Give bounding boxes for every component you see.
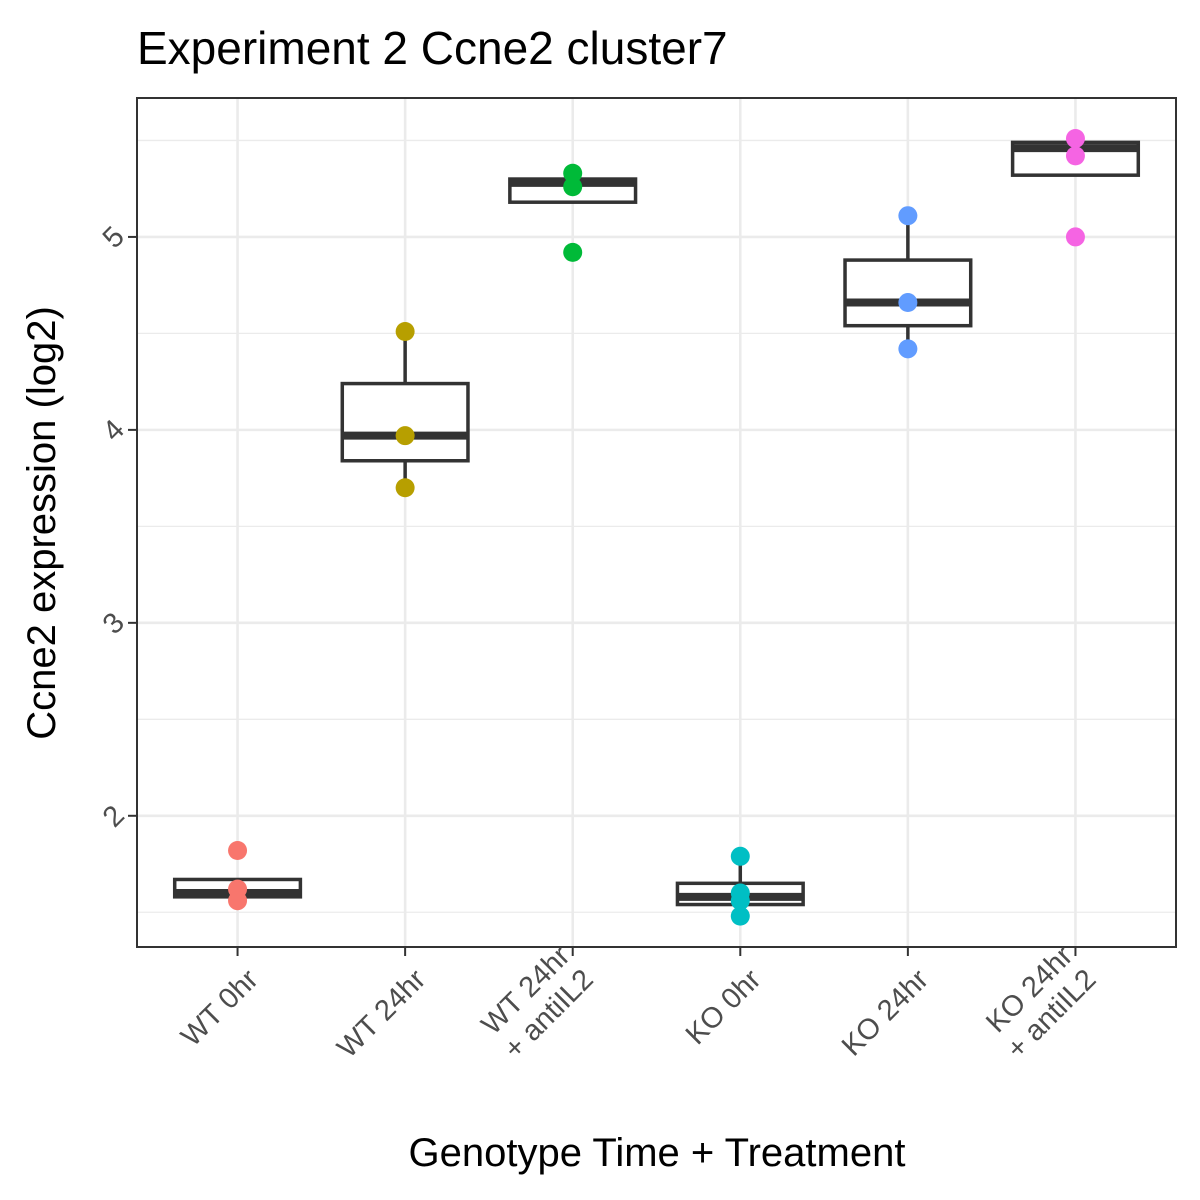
x-tick-label: KO 24hr+ antiIL2 [977, 940, 1102, 1065]
x-tick-label-line: KO 24hr [836, 963, 935, 1062]
x-tick-label-line: WT 0hr [175, 963, 265, 1053]
data-point [228, 891, 248, 911]
data-point [898, 339, 918, 359]
data-points [228, 129, 1085, 926]
y-axis-title: Ccne2 expression (log2) [20, 306, 64, 740]
data-point [730, 906, 750, 926]
minor-gridlines [137, 139, 1176, 913]
data-point [395, 478, 415, 498]
data-point [898, 293, 918, 313]
x-tick-label: WT 0hr [175, 963, 265, 1053]
y-tick-label: 5 [97, 221, 131, 255]
data-point [1065, 227, 1085, 247]
data-point [563, 177, 583, 197]
x-tick-label-line: KO 0hr [680, 963, 768, 1051]
panel-border [136, 97, 1177, 948]
y-tick-label: 2 [97, 800, 131, 834]
data-point [228, 841, 248, 861]
x-tick-label-line: WT 24hr [331, 963, 432, 1064]
plot-panel [136, 97, 1177, 948]
major-gridlines [137, 98, 1176, 947]
data-point [395, 321, 415, 341]
data-point [563, 242, 583, 262]
box [340, 381, 470, 463]
data-point [898, 206, 918, 226]
y-tick-label: 3 [97, 607, 131, 641]
x-axis: WT 0hr WT 24hr WT 24hr+ antiIL2 KO 0hr KO 24… [175, 940, 1102, 1065]
y-axis: 2 3 4 5 [97, 221, 137, 834]
data-point [1065, 129, 1085, 149]
box [843, 258, 973, 328]
x-axis-title: Genotype Time + Treatment [409, 1131, 906, 1175]
box-series [172, 140, 1141, 907]
y-tick-label: 4 [97, 414, 131, 448]
chart-title: Experiment 2 Ccne2 cluster7 [137, 22, 728, 74]
data-point [395, 426, 415, 446]
x-tick-label: KO 24hr [836, 963, 935, 1062]
data-point [730, 891, 750, 911]
x-tick-label: WT 24hr+ antiIL2 [475, 940, 600, 1065]
data-point [730, 846, 750, 866]
data-point [1065, 146, 1085, 166]
x-tick-label: KO 0hr [680, 963, 768, 1051]
data-point [563, 163, 583, 183]
x-tick-label: WT 24hr [331, 963, 432, 1064]
